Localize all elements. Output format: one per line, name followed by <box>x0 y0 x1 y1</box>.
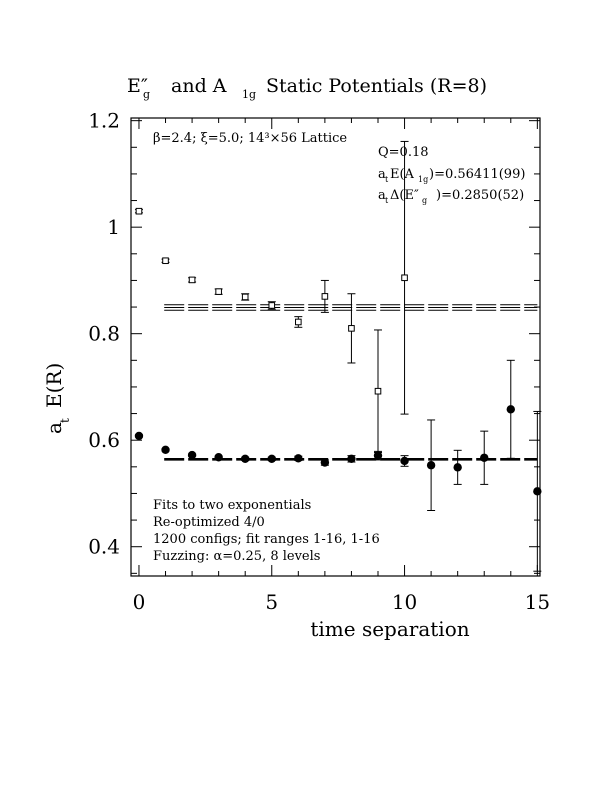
a1g-s2: 1g <box>418 175 428 184</box>
eg-post: )=0.2850(52) <box>436 188 524 203</box>
x-tick-label: 10 <box>392 590 417 614</box>
data-point-eg <box>348 325 355 332</box>
data-point-a1g <box>480 453 489 462</box>
x-tick-label: 15 <box>525 590 550 614</box>
eg-pre: a <box>378 188 386 203</box>
data-point-a1g <box>161 445 170 454</box>
a1g-post: )=0.56411(99) <box>429 167 525 182</box>
note-line: 1200 configs; fit ranges 1-16, 1-16 <box>153 532 380 547</box>
data-point-a1g <box>426 461 436 470</box>
y-label-main: a <box>42 422 66 434</box>
data-point-a1g <box>400 456 409 466</box>
data-point-eg <box>295 318 302 326</box>
data-point-a1g <box>241 454 250 464</box>
data-point-a1g <box>294 454 303 463</box>
data-point-eg <box>188 276 196 284</box>
data-point-eg <box>162 257 169 265</box>
title-sub: g <box>143 88 150 101</box>
note-line: Re-optimized 4/0 <box>153 515 265 530</box>
data-point-eg <box>374 387 382 395</box>
annotation-eg: a t Δ(E″ g )=0.2850(52) <box>378 188 524 205</box>
data-point-a1g <box>453 463 462 472</box>
x-tick-label: 0 <box>133 590 146 614</box>
data-points <box>134 140 542 572</box>
y-label-rest: E(R) <box>42 363 66 408</box>
data-point-eg <box>321 293 329 300</box>
note-line: Fuzzing: α=0.25, 8 levels <box>153 549 320 564</box>
x-tick-label: 5 <box>265 590 278 614</box>
data-point-eg <box>215 288 222 295</box>
annotation-lattice: β=2.4; ξ=5.0; 14³×56 Lattice <box>153 131 347 146</box>
y-axis-label: a t E(R) <box>42 363 72 434</box>
data-point-a1g <box>214 453 223 462</box>
y-tick-label: 0.6 <box>88 428 120 452</box>
axis-ticks <box>131 118 540 576</box>
annotation-q: Q=0.18 <box>378 145 429 160</box>
tick-labels: 0 5 10 15 0.4 0.6 0.8 1 1.2 <box>88 109 550 614</box>
a1g-s1: t <box>385 175 389 184</box>
data-point-a1g <box>134 431 144 441</box>
a1g-pre: a <box>378 167 386 182</box>
eg-s2: g <box>422 196 427 205</box>
data-point-a1g <box>320 458 330 467</box>
eg-s1: t <box>385 196 389 205</box>
y-tick-label: 0.4 <box>88 535 120 559</box>
data-point-eg <box>268 302 276 309</box>
y-label-sub: t <box>58 418 72 423</box>
y-tick-label: 1 <box>107 215 120 239</box>
data-point-a1g <box>533 487 542 496</box>
title-rest: and A <box>171 75 227 97</box>
title-main: E″ <box>127 75 148 97</box>
data-point-a1g <box>347 454 356 464</box>
plot-frame <box>130 117 541 577</box>
data-point-a1g <box>187 450 197 460</box>
title-sub2: 1g <box>242 88 256 101</box>
note-line: Fits to two exponentials <box>153 498 311 513</box>
y-tick-label: 1.2 <box>88 109 120 133</box>
x-axis-label: time separation <box>310 617 469 641</box>
annotation-notes: Fits to two exponentials Re-optimized 4/… <box>153 498 380 564</box>
data-point-a1g <box>506 405 515 414</box>
y-tick-label: 0.8 <box>88 322 120 346</box>
eg-mid: Δ(E″ <box>390 188 419 203</box>
title-tail: Static Potentials (R=8) <box>266 75 487 97</box>
annotation-a1g: a t E(A 1g )=0.56411(99) <box>378 167 525 184</box>
data-point-eg <box>241 293 249 301</box>
a1g-mid: E(A <box>390 167 415 182</box>
data-point-eg <box>135 207 143 215</box>
data-point-a1g <box>267 454 276 464</box>
data-point-a1g <box>373 451 383 460</box>
data-point-eg <box>401 274 408 282</box>
chart-title: E″ g and A 1g Static Potentials (R=8) <box>127 75 487 101</box>
